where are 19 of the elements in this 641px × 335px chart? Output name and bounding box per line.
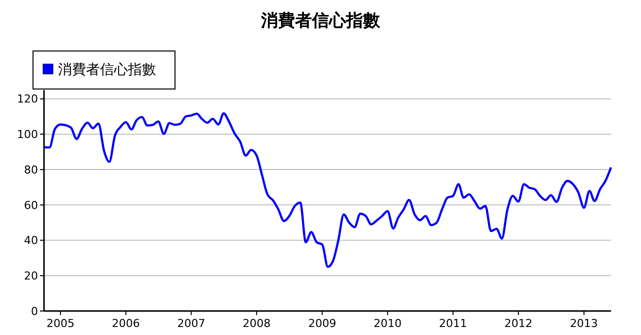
y-tick-label: 40 [24,234,38,248]
line-series [42,112,612,268]
x-tick-label: 2013 [570,317,598,330]
x-tick-label: 2007 [177,317,206,330]
x-tick-label: 2008 [242,317,271,330]
y-tick-label: 100 [17,128,38,142]
legend-label: 消費者信心指數 [58,62,156,78]
x-tick-label: 2010 [374,317,402,330]
y-tick-label: 20 [24,269,38,282]
x-tick-label: 2005 [46,317,74,330]
x-tick-label: 2009 [308,317,336,330]
y-tick-label: 0 [31,304,38,318]
y-tick-label: 80 [24,163,38,176]
x-tick-label: 2006 [112,317,140,330]
x-tick-label: 2011 [438,317,467,330]
y-tick-label: 60 [24,198,38,212]
x-tick-label: 2012 [504,317,532,330]
chart-title: 消費者信心指數 [260,11,381,31]
y-tick-label: 120 [17,92,38,106]
